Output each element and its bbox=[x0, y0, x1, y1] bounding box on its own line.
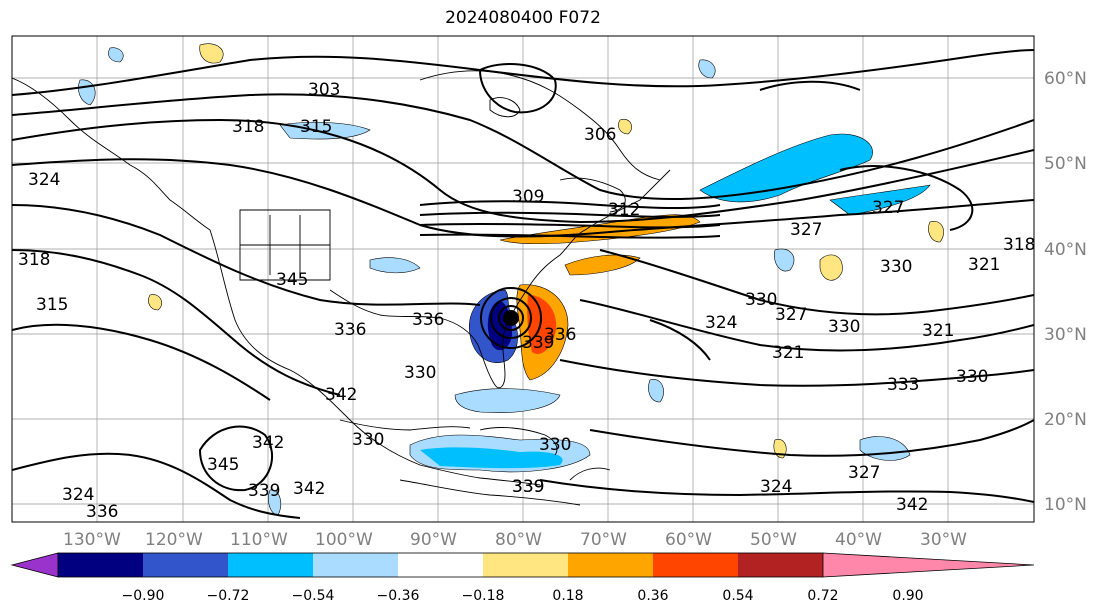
colorbar-swatch bbox=[483, 553, 568, 577]
colorbar-tick: −0.72 bbox=[207, 588, 250, 604]
contour-label: 330 bbox=[404, 363, 436, 383]
colorbar-swatch bbox=[143, 553, 228, 577]
lon-label: 50°W bbox=[750, 530, 797, 550]
contour-label: 318 bbox=[1003, 235, 1035, 255]
contour-label: 324 bbox=[28, 170, 60, 190]
lat-label: 20°N bbox=[1044, 410, 1087, 430]
contour-label: 342 bbox=[325, 385, 357, 405]
contour-label: 339 bbox=[248, 481, 280, 501]
contour-label: 342 bbox=[896, 495, 928, 515]
contour-label: 327 bbox=[790, 220, 822, 240]
contour-label: 336 bbox=[544, 325, 576, 345]
contour-label: 324 bbox=[62, 485, 94, 505]
contour-label: 321 bbox=[922, 321, 954, 341]
hurricane-center bbox=[503, 310, 519, 326]
contour-label: 306 bbox=[584, 125, 616, 145]
colorbar-outline bbox=[57, 552, 824, 578]
contour-labels: 303 318 315 306 309 312 327 327 318 321 … bbox=[18, 80, 1035, 522]
contour-label: 330 bbox=[828, 317, 860, 337]
contour-label: 339 bbox=[512, 477, 544, 497]
colorbar-swatch bbox=[398, 553, 483, 577]
contour-label: 327 bbox=[775, 305, 807, 325]
contour-label: 333 bbox=[887, 375, 919, 395]
contour-label: 330 bbox=[745, 290, 777, 310]
contour-label: 309 bbox=[512, 187, 544, 207]
colorbar-tick: −0.36 bbox=[377, 588, 420, 604]
lon-label: 30°W bbox=[920, 530, 967, 550]
lon-label: 90°W bbox=[410, 530, 457, 550]
contour-label: 324 bbox=[705, 313, 737, 333]
contour-label: 318 bbox=[18, 250, 50, 270]
coastlines bbox=[12, 70, 671, 506]
contour-label: 321 bbox=[772, 343, 804, 363]
contour-label: 339 bbox=[522, 333, 554, 353]
lat-label: 40°N bbox=[1044, 240, 1087, 260]
lon-label: 60°W bbox=[665, 530, 712, 550]
contour-label: 330 bbox=[956, 367, 988, 387]
contour-label: 327 bbox=[848, 463, 880, 483]
contour-label: 330 bbox=[880, 257, 912, 277]
colorbar-tick: −0.90 bbox=[122, 588, 165, 604]
lon-label: 130°W bbox=[63, 530, 121, 550]
contour-label: 315 bbox=[36, 295, 68, 315]
plot-frame bbox=[11, 35, 1035, 523]
lat-label: 60°N bbox=[1044, 69, 1087, 89]
lon-label: 110°W bbox=[230, 530, 288, 550]
contour-label: 330 bbox=[539, 435, 571, 455]
latitude-labels: 60°N 50°N 40°N 30°N 20°N 10°N bbox=[1044, 69, 1087, 515]
contour-label: 321 bbox=[968, 255, 1000, 275]
contour-label: 336 bbox=[334, 320, 366, 340]
colorbar-swatch bbox=[228, 553, 313, 577]
lon-label: 80°W bbox=[495, 530, 542, 550]
contour-label: 324 bbox=[760, 477, 792, 497]
colorbar-max-extend bbox=[823, 553, 1034, 577]
longitude-labels: 130°W 120°W 110°W 100°W 90°W 80°W 70°W 6… bbox=[63, 530, 967, 550]
lon-label: 40°W bbox=[835, 530, 882, 550]
contour-label: 327 bbox=[872, 198, 904, 218]
contour-label: 312 bbox=[608, 200, 640, 220]
contour-label: 342 bbox=[293, 479, 325, 499]
colorbar-tick: 0.72 bbox=[807, 588, 838, 604]
contour-label: 345 bbox=[276, 270, 308, 290]
colorbar-swatch bbox=[738, 553, 823, 577]
contour-lines bbox=[12, 49, 1034, 519]
contour-label: 345 bbox=[207, 455, 239, 475]
contour-label: 315 bbox=[300, 117, 332, 137]
colorbar-swatch bbox=[313, 553, 398, 577]
colorbar-tick: 0.54 bbox=[722, 588, 753, 604]
colorbar-tick: 0.18 bbox=[552, 588, 583, 604]
colorbar-swatch bbox=[58, 553, 143, 577]
colorbar-swatch bbox=[568, 553, 653, 577]
colorbar-tick: 0.36 bbox=[637, 588, 668, 604]
colorbar-tick: −0.18 bbox=[462, 588, 505, 604]
lat-label: 30°N bbox=[1044, 325, 1087, 345]
colorbar-tick: 0.90 bbox=[892, 588, 923, 604]
contour-label: 339 bbox=[512, 477, 544, 497]
contour-label: 342 bbox=[252, 433, 284, 453]
lat-label: 50°N bbox=[1044, 154, 1087, 174]
map-title: 2024080400 F072 bbox=[445, 8, 601, 28]
colorbar-min-extend bbox=[10, 552, 59, 578]
contour-label: 318 bbox=[232, 117, 264, 137]
lat-label: 10°N bbox=[1044, 495, 1087, 515]
lon-label: 70°W bbox=[580, 530, 627, 550]
colorbar: −0.90 −0.72 −0.54 −0.36 −0.18 0.18 0.36 … bbox=[10, 552, 1035, 604]
contour-label: 336 bbox=[86, 502, 118, 522]
lon-label: 120°W bbox=[145, 530, 203, 550]
contour-label: 303 bbox=[308, 80, 340, 100]
lon-label: 100°W bbox=[315, 530, 373, 550]
contour-label: 336 bbox=[412, 310, 444, 330]
colorbar-tick: −0.54 bbox=[292, 588, 335, 604]
contour-label: 330 bbox=[352, 430, 384, 450]
colorbar-swatch bbox=[653, 553, 738, 577]
